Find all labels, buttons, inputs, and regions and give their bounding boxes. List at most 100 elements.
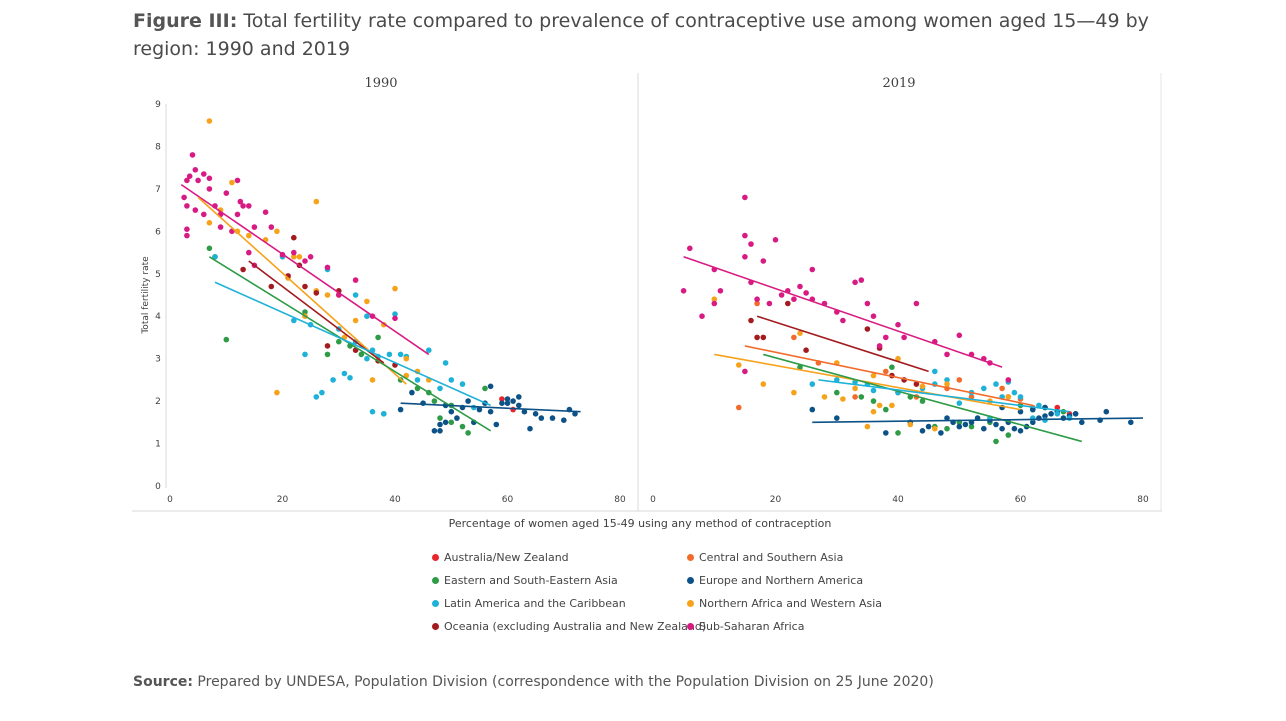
data-point <box>968 394 975 400</box>
data-point <box>956 423 963 430</box>
data-point <box>442 419 449 426</box>
data-point <box>476 406 483 413</box>
legend-marker <box>687 553 694 561</box>
data-point <box>426 347 432 354</box>
panel-2019: 2019 0 20 40 60 80 <box>650 76 1149 505</box>
data-point <box>364 355 370 362</box>
data-point <box>852 279 858 286</box>
trend-line <box>248 260 385 364</box>
data-point <box>206 220 213 226</box>
data-point <box>778 292 785 298</box>
data-point <box>561 417 567 424</box>
data-point <box>889 364 895 371</box>
data-point <box>938 430 944 436</box>
data-point <box>999 425 1005 432</box>
chart-panels: 1990 0 1 2 3 4 5 6 7 8 9 0 20 40 60 80 2019 0 20 40 60 80 <box>155 76 1149 505</box>
data-point <box>993 438 999 445</box>
legend-marker <box>432 622 439 630</box>
legend-label: Oceania (excluding Australia and New Zea… <box>444 619 707 633</box>
data-point <box>864 326 871 332</box>
legend-marker <box>687 599 694 607</box>
data-point <box>1005 394 1012 400</box>
data-point <box>1011 389 1018 396</box>
data-point <box>212 253 218 260</box>
data-point <box>883 368 889 375</box>
trend-line <box>744 345 1033 407</box>
data-point <box>510 398 516 404</box>
data-point <box>993 421 999 428</box>
y-tick-label: 4 <box>155 312 161 322</box>
data-point <box>760 258 767 264</box>
data-point <box>1128 419 1134 426</box>
legend-marker <box>432 553 439 561</box>
data-point <box>876 343 883 349</box>
data-point <box>1011 425 1018 432</box>
data-point <box>913 300 920 307</box>
data-point <box>797 283 803 290</box>
trend-line <box>208 256 492 432</box>
data-point <box>465 398 471 404</box>
x-tick-label: 20 <box>770 495 782 505</box>
data-point <box>754 334 760 341</box>
data-point <box>687 245 693 252</box>
data-point <box>192 207 199 213</box>
data-point <box>442 360 449 366</box>
data-point <box>913 381 920 387</box>
data-point <box>889 402 895 409</box>
data-point <box>274 389 280 396</box>
data-point <box>1066 415 1073 421</box>
data-point <box>870 313 877 320</box>
data-point <box>711 296 718 303</box>
data-point <box>895 355 901 362</box>
data-point <box>521 408 528 415</box>
data-point <box>291 253 297 260</box>
data-point <box>797 330 803 337</box>
data-point <box>352 277 359 283</box>
data-point <box>240 266 246 273</box>
data-point <box>409 389 415 396</box>
data-point <box>791 296 797 303</box>
data-point <box>549 415 556 421</box>
x-tick-label: 40 <box>389 495 401 505</box>
data-point <box>431 428 438 434</box>
data-point <box>229 179 235 186</box>
data-point <box>487 408 494 415</box>
data-point <box>932 425 938 432</box>
data-point <box>864 423 871 430</box>
legend-marker <box>432 576 439 584</box>
data-point <box>883 334 889 341</box>
data-point <box>803 290 809 296</box>
data-point <box>919 428 926 434</box>
data-point <box>742 368 748 375</box>
data-point <box>1036 402 1042 409</box>
legend-item: Central and Southern Asia <box>687 549 952 565</box>
data-point <box>870 387 877 394</box>
data-point <box>392 311 398 317</box>
data-point <box>358 351 365 358</box>
y-tick-label: 0 <box>155 482 161 492</box>
data-point <box>1060 415 1067 421</box>
data-point <box>403 355 410 362</box>
legend-item: Oceania (excluding Australia and New Zea… <box>432 618 706 634</box>
legend-item: Europe and Northern America <box>687 572 952 588</box>
legend-label: Central and Southern Asia <box>699 550 844 564</box>
chart-frame <box>132 73 1162 512</box>
data-point <box>397 406 404 413</box>
data-point <box>493 421 500 428</box>
data-point <box>454 415 460 421</box>
data-point <box>217 224 224 230</box>
data-point <box>499 396 505 402</box>
data-point <box>268 283 275 290</box>
data-point <box>944 381 950 387</box>
data-point <box>195 177 201 184</box>
data-point <box>375 334 381 341</box>
data-point <box>234 211 241 218</box>
data-point <box>742 253 748 260</box>
data-point <box>184 203 190 209</box>
y-tick-label: 3 <box>155 355 161 365</box>
data-point <box>504 396 511 402</box>
data-point <box>184 226 190 232</box>
y-tick-label: 7 <box>155 185 161 195</box>
data-point <box>302 309 308 315</box>
